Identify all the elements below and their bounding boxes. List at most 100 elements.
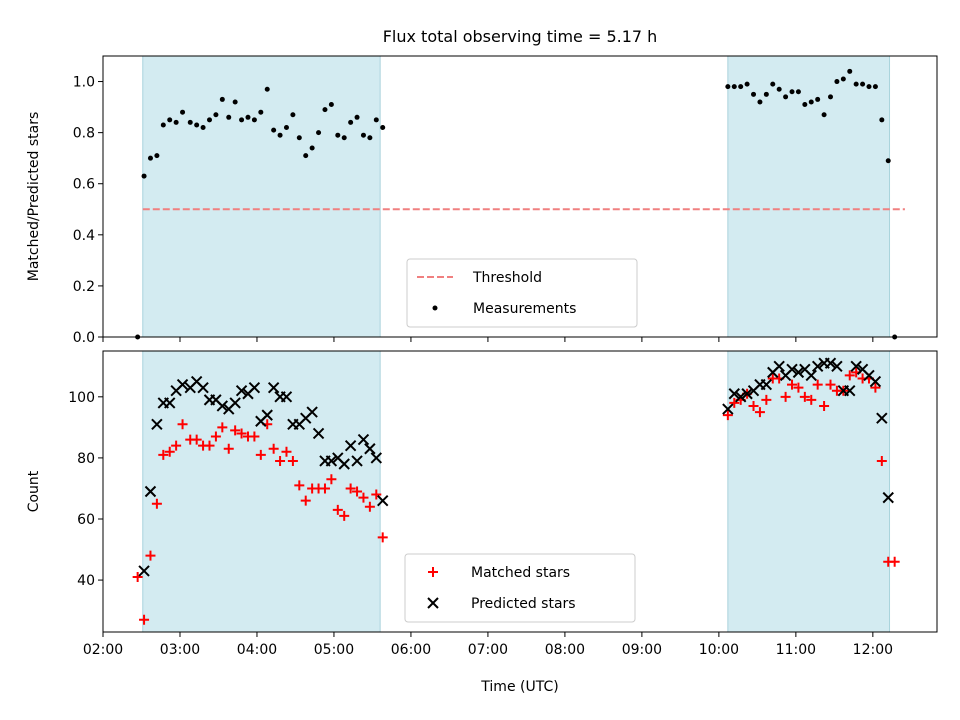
legend-measurements-swatch xyxy=(432,305,438,311)
measurements-point xyxy=(316,130,322,136)
predicted-stars-point xyxy=(824,357,837,369)
predicted-stars-point xyxy=(831,360,843,372)
measurements-point xyxy=(802,102,808,108)
measurements-point xyxy=(744,81,750,87)
legend-label: Predicted stars xyxy=(471,596,576,612)
predicted-stars-point xyxy=(377,494,389,507)
chart-title: Flux total observing time = 5.17 h xyxy=(383,27,658,46)
matched-stars-point xyxy=(876,455,887,466)
matched-stars-point xyxy=(729,397,740,408)
measurements-point xyxy=(180,109,186,115)
observing-window-1 xyxy=(142,55,381,338)
measurements-point xyxy=(160,122,166,128)
predicted-stars-point xyxy=(138,565,150,577)
measurements-point xyxy=(770,81,776,87)
predicted-stars-point xyxy=(229,397,241,409)
measurements-point xyxy=(264,86,270,92)
count-y-ticks: 40 60 80 100 xyxy=(68,390,103,589)
measurements-point xyxy=(348,119,354,125)
measurements-point xyxy=(757,99,763,105)
measurements-point xyxy=(213,112,219,118)
matched-stars-point xyxy=(889,556,900,567)
predicted-stars-point xyxy=(338,458,350,470)
matched-stars-point xyxy=(806,394,817,405)
predicted-stars-point xyxy=(144,485,157,498)
measurements-point xyxy=(834,79,840,85)
measurements-point xyxy=(200,125,206,131)
x-tick-label: 07:00 xyxy=(468,642,508,658)
matched-stars-point xyxy=(177,419,188,430)
measurements-point xyxy=(380,125,386,131)
observing-window-1 xyxy=(142,350,381,633)
matched-stars-point xyxy=(844,370,855,381)
matched-stars-point xyxy=(319,483,330,494)
y-tick-label: 0.2 xyxy=(73,279,95,295)
matched-stars-point xyxy=(358,492,369,503)
measurements-point xyxy=(783,94,789,100)
matched-stars-point xyxy=(352,486,363,497)
measurements-point xyxy=(309,145,315,151)
predicted-stars-point xyxy=(728,388,740,400)
x-tick-label: 02:00 xyxy=(83,642,123,658)
matched-stars-point xyxy=(158,449,169,460)
measurements-point xyxy=(296,135,302,141)
y-tick-label: 0.8 xyxy=(73,126,95,142)
matched-stars-point xyxy=(287,455,298,466)
predicted-stars-point xyxy=(248,381,261,394)
predicted-stars-point xyxy=(722,403,734,415)
measurements-point xyxy=(828,94,834,100)
predicted-stars-point xyxy=(261,409,273,421)
predicted-stars-point xyxy=(850,360,862,372)
predicted-stars-point xyxy=(811,360,824,372)
matched-stars-point xyxy=(217,422,228,433)
count-points xyxy=(132,357,900,625)
matched-stars-point xyxy=(825,379,836,390)
measurements-point xyxy=(335,132,341,138)
y-tick-label: 80 xyxy=(77,451,95,467)
measurements-point xyxy=(879,117,885,123)
measurements-point xyxy=(251,117,257,123)
observing-window-2 xyxy=(727,350,891,633)
ratio-axes-frame xyxy=(102,55,938,338)
measurements-point xyxy=(360,132,366,138)
matched-stars-point xyxy=(294,480,305,491)
x-tick-label: 12:00 xyxy=(853,642,893,658)
ratio-panel: 0.0 0.2 0.4 0.6 0.8 1.0 Flux total observing … xyxy=(26,27,938,346)
matched-stars-point xyxy=(145,550,156,561)
y-tick-label: 60 xyxy=(77,512,95,528)
matched-stars-point xyxy=(339,510,350,521)
x-tick-label: 10:00 xyxy=(699,642,739,658)
predicted-stars-point xyxy=(792,366,805,379)
predicted-stars-point xyxy=(267,381,280,394)
predicted-stars-point xyxy=(760,378,773,391)
predicted-stars-point xyxy=(876,412,888,424)
measurements-point xyxy=(815,96,821,102)
x-tick-label: 03:00 xyxy=(160,642,200,658)
predicted-stars-point xyxy=(176,378,189,391)
matched-stars-point xyxy=(722,410,733,421)
measurements-point xyxy=(245,114,251,120)
measurements-point xyxy=(367,135,373,141)
predicted-stars-point xyxy=(364,443,376,455)
measurements-point xyxy=(271,127,277,133)
predicted-stars-point xyxy=(734,391,747,403)
matched-stars-point xyxy=(164,446,175,457)
x-tick-label: 11:00 xyxy=(776,642,816,658)
legend-box xyxy=(404,553,636,623)
legend-matched-stars-swatch xyxy=(428,567,438,577)
measurements-point xyxy=(840,76,846,82)
matched-stars-point xyxy=(230,425,241,436)
count-axes-frame xyxy=(102,350,938,633)
y-tick-label: 0.4 xyxy=(73,228,95,244)
x-tick-label: 04:00 xyxy=(237,642,277,658)
matched-stars-point xyxy=(223,443,234,454)
measurements-point xyxy=(885,158,891,164)
matched-stars-point xyxy=(793,382,804,393)
measurements-point xyxy=(872,84,878,90)
ratio-x-ticks xyxy=(102,337,874,342)
ratio-y-axis-label: Matched/Predicted stars xyxy=(26,112,42,282)
ratio-legend: Threshold Measurements xyxy=(406,258,638,328)
matched-stars-point xyxy=(268,443,279,454)
predicted-stars-point xyxy=(844,384,856,397)
measurements-point xyxy=(866,84,872,90)
